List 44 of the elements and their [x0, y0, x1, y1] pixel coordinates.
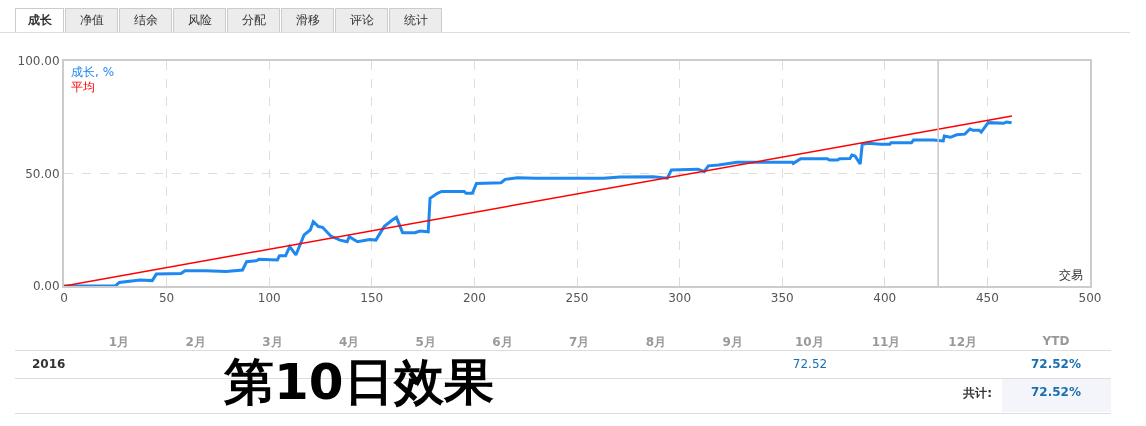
x-tick-label: 400 — [873, 291, 897, 306]
y-tick-label: 0.00 — [32, 279, 60, 294]
x-tick-label: 500 — [1078, 291, 1102, 306]
y-tick-label: 100.00 — [17, 54, 60, 69]
text: 评论 — [335, 8, 388, 33]
x-tick-label: 100 — [257, 291, 281, 306]
text: 5月 — [415, 334, 436, 351]
text: 平均 — [71, 80, 95, 94]
x-tick-label: 50 — [158, 291, 175, 306]
text: 3月 — [262, 334, 283, 351]
x-tick-label: 150 — [360, 291, 384, 306]
text: 4月 — [338, 334, 360, 351]
text: 净值 — [65, 8, 118, 33]
text: 72.52% — [1031, 357, 1081, 371]
x-tick-label: 450 — [975, 291, 999, 306]
text: 72.52 — [792, 357, 828, 371]
text: 12月 — [948, 334, 978, 351]
x-tick-label: 250 — [565, 291, 589, 306]
text: 成长 — [15, 8, 64, 33]
text: 9月 — [722, 334, 743, 351]
text: 8月 — [645, 334, 667, 351]
x-axis-title: 交易 — [1059, 268, 1083, 282]
text: 11月 — [871, 334, 901, 351]
text: 6月 — [492, 334, 513, 351]
text: 10月 — [794, 334, 824, 351]
text: 结余 — [119, 8, 172, 33]
text: 成长, % — [71, 65, 115, 79]
text: 1月 — [108, 334, 130, 351]
text: 72.52% — [1031, 385, 1081, 399]
x-tick-label: 200 — [462, 291, 486, 306]
text: YTD — [1042, 334, 1070, 348]
x-tick-label: 350 — [770, 291, 794, 306]
text: 第10日效果 — [224, 352, 494, 412]
x-tick-label: 0 — [60, 291, 68, 306]
text: 2月 — [185, 334, 206, 351]
text: 风险 — [173, 8, 226, 33]
text: 滑移 — [281, 8, 334, 33]
text: 共计: — [963, 385, 992, 402]
y-tick-label: 50.00 — [25, 166, 60, 181]
text: 统计 — [389, 8, 442, 33]
text: 分配 — [227, 8, 280, 33]
x-tick-label: 300 — [668, 291, 692, 306]
text: 2016 — [32, 357, 66, 371]
text: 7月 — [569, 334, 590, 351]
